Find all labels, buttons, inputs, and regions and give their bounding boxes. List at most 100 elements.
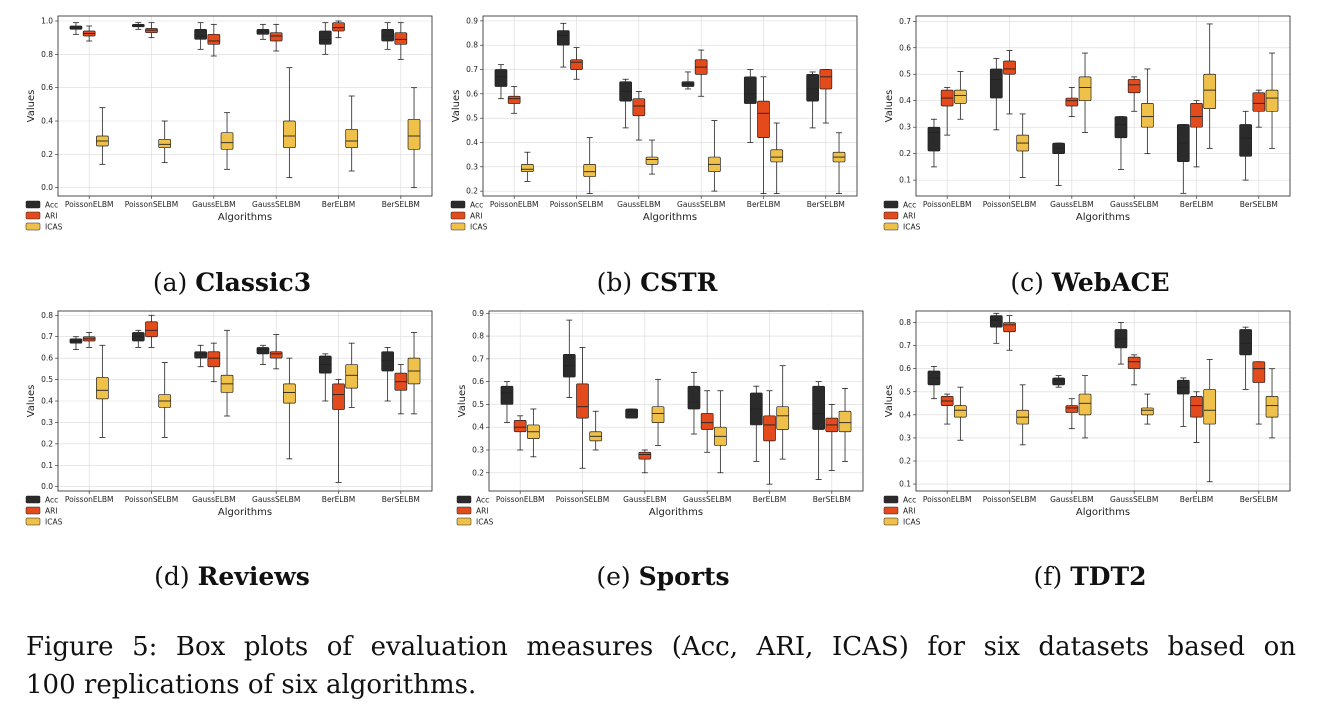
caption-line-1: Figure 5: Box plots of evaluation measur… bbox=[26, 632, 1296, 662]
box-iqr bbox=[763, 415, 776, 442]
y-tick-label: 0.8 bbox=[472, 332, 484, 341]
x-tick-label: BerELBM bbox=[322, 200, 355, 209]
box-iqr bbox=[332, 22, 345, 32]
legend-label-ari: ARI bbox=[903, 212, 916, 221]
y-tick-label: 0.7 bbox=[899, 341, 911, 350]
legend-label-acc: Acc bbox=[903, 201, 916, 210]
box-iqr bbox=[989, 315, 1003, 328]
box-iqr bbox=[570, 59, 583, 70]
y-tick-label: 0.4 bbox=[899, 410, 911, 419]
x-tick-label: GaussELBM bbox=[623, 495, 667, 504]
box-iqr bbox=[1203, 389, 1217, 425]
x-tick-label: PoissonELBM bbox=[490, 200, 539, 209]
box-iqr bbox=[1252, 92, 1266, 112]
legend-swatch-acc bbox=[456, 495, 472, 504]
plot-area bbox=[58, 16, 432, 196]
box-ari bbox=[700, 390, 714, 453]
box-ari bbox=[1065, 87, 1079, 117]
box-icas bbox=[158, 120, 172, 164]
box-icas bbox=[708, 120, 721, 192]
box-acc bbox=[494, 64, 508, 100]
box-acc bbox=[556, 22, 570, 68]
box-ari bbox=[570, 47, 583, 80]
box-ari bbox=[632, 91, 646, 141]
box-iqr bbox=[576, 383, 589, 419]
legend-label-icas: ICAS bbox=[903, 223, 921, 232]
box-iqr bbox=[513, 420, 527, 433]
chart-panel-sports: 0.2 0.3 0.4 0.5 0.6 0.7 0.8 0.9 PoissonELBM Poiss… bbox=[453, 303, 873, 543]
y-tick-label: 0.5 bbox=[466, 114, 478, 123]
box-icas bbox=[583, 137, 597, 194]
box-iqr bbox=[1003, 322, 1016, 333]
box-acc bbox=[989, 57, 1003, 131]
box-iqr bbox=[927, 126, 941, 152]
box-icas bbox=[1141, 393, 1154, 425]
box-ari bbox=[1190, 100, 1203, 168]
x-tick-label: PoissonSELBM bbox=[550, 200, 603, 209]
y-axis-label: Values bbox=[884, 90, 895, 123]
box-iqr bbox=[521, 164, 534, 173]
chart-sports: 0.2 0.3 0.4 0.5 0.6 0.7 0.8 0.9 PoissonELBM Poiss… bbox=[456, 309, 864, 527]
box-iqr bbox=[1239, 124, 1252, 157]
x-tick-label: GaussELBM bbox=[192, 200, 236, 209]
caption-line-2: 100 replications of six algorithms. bbox=[26, 670, 477, 700]
y-tick-label: 1.0 bbox=[41, 17, 53, 26]
y-tick-label: 0.3 bbox=[41, 418, 53, 427]
box-iqr bbox=[194, 28, 207, 40]
x-tick-label: PoissonSELBM bbox=[125, 495, 178, 504]
subcaption-dataset: WebACE bbox=[1051, 268, 1170, 297]
box-ari bbox=[207, 23, 221, 57]
box-acc bbox=[256, 23, 270, 40]
legend-swatch-ari bbox=[883, 211, 899, 220]
x-axis-label: Algorithms bbox=[643, 212, 697, 223]
legend-label-acc: Acc bbox=[476, 496, 489, 505]
y-tick-label: 0.4 bbox=[41, 397, 53, 406]
subcaption-dataset: CSTR bbox=[640, 268, 718, 297]
box-acc bbox=[131, 329, 145, 348]
box-iqr bbox=[1065, 405, 1079, 413]
box-ari bbox=[332, 379, 345, 483]
box-ari bbox=[82, 25, 96, 42]
box-ari bbox=[507, 86, 521, 114]
legend-swatch-ari bbox=[450, 211, 466, 220]
box-iqr bbox=[500, 385, 514, 405]
legend-swatch-icas bbox=[883, 222, 899, 231]
box-iqr bbox=[1127, 356, 1141, 370]
x-tick-label: PoissonELBM bbox=[923, 200, 972, 209]
box-iqr bbox=[283, 383, 296, 404]
legend-swatch-icas bbox=[883, 517, 899, 526]
x-tick-label: GaussSELBM bbox=[252, 495, 300, 504]
box-icas bbox=[832, 132, 846, 194]
box-iqr bbox=[819, 69, 833, 90]
box-iqr bbox=[318, 30, 332, 45]
y-axis-label: Values bbox=[457, 385, 468, 418]
legend-label-ari: ARI bbox=[476, 507, 489, 516]
x-tick-label: PoissonELBM bbox=[496, 495, 545, 504]
chart-cstr: 0.2 0.3 0.4 0.5 0.6 0.7 0.8 0.9 PoissonELBM Poiss… bbox=[450, 15, 858, 232]
box-acc bbox=[743, 69, 757, 143]
box-iqr bbox=[1265, 396, 1279, 418]
box-icas bbox=[345, 95, 359, 172]
y-tick-label: 0.5 bbox=[899, 70, 911, 79]
box-icas bbox=[96, 107, 109, 165]
y-tick-label: 0.6 bbox=[41, 83, 53, 92]
legend-swatch-ari bbox=[25, 506, 41, 515]
x-tick-label: PoissonELBM bbox=[65, 200, 114, 209]
legend-swatch-acc bbox=[883, 495, 899, 504]
box-acc bbox=[619, 78, 632, 129]
box-icas bbox=[770, 122, 784, 194]
box-icas bbox=[345, 342, 359, 408]
y-tick-label: 0.0 bbox=[41, 183, 53, 192]
subcaption-reviews: (d) Reviews bbox=[17, 562, 447, 591]
chart-classic3: 0.0 0.2 0.4 0.6 0.8 1.0 PoissonELBM PoissonSELB… bbox=[25, 15, 433, 232]
box-icas bbox=[714, 390, 727, 474]
y-axis-label: Values bbox=[884, 385, 895, 418]
legend-label-ari: ARI bbox=[45, 507, 58, 516]
box-acc bbox=[381, 22, 394, 50]
box-iqr bbox=[332, 383, 345, 410]
legend-label-acc: Acc bbox=[470, 201, 483, 210]
box-icas bbox=[1265, 52, 1279, 149]
box-acc bbox=[1176, 377, 1190, 427]
y-axis-label: Values bbox=[26, 385, 37, 418]
box-acc bbox=[687, 372, 701, 435]
